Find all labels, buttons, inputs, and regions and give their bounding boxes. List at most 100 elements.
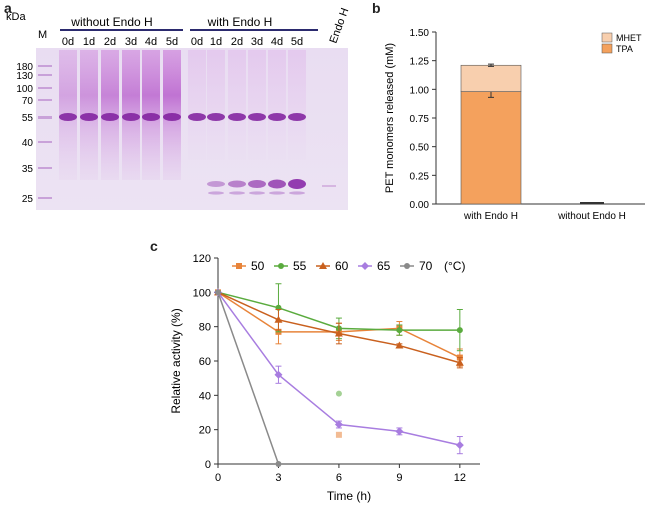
lane-label: 5d — [166, 36, 178, 48]
kda-unit-label: kDa — [6, 11, 26, 23]
b-y-tick-label: 1.50 — [410, 28, 430, 39]
c-point-65 — [455, 441, 464, 450]
endo-h-band — [322, 185, 336, 187]
marker-lane-label: M — [38, 29, 47, 41]
marker-size-label: 35 — [22, 164, 34, 175]
band-27kda — [229, 191, 245, 195]
lane-smear — [268, 50, 286, 160]
panel-b-letter: b — [372, 0, 381, 16]
lane-label: 3d — [251, 36, 263, 48]
c-point-65 — [274, 370, 283, 379]
lane-label: 4d — [145, 36, 157, 48]
c-legend-marker — [361, 262, 369, 270]
marker-size-label: 130 — [16, 71, 33, 82]
c-y-tick-label: 120 — [193, 253, 211, 265]
b-y-tick-label: 1.00 — [410, 85, 430, 96]
c-y-axis-label: Relative activity (%) — [169, 308, 183, 413]
c-legend-label: 65 — [377, 259, 391, 273]
band-30kda — [268, 179, 286, 189]
band-27kda — [289, 191, 305, 195]
lane-label: 1d — [83, 36, 95, 48]
lane-label: 5d — [291, 36, 303, 48]
band-30kda — [288, 179, 306, 189]
b-x-tick-label: without Endo H — [557, 211, 626, 222]
lane-smear — [228, 50, 246, 160]
marker-band — [38, 87, 52, 89]
marker-size-label: 25 — [22, 194, 34, 205]
bar-chart: 0.00 0.25 0.50 0.75 1.00 1.25 1.50 PET monomers… — [384, 28, 645, 222]
c-legend-marker — [278, 263, 284, 269]
panel-a-letter: a — [4, 0, 12, 16]
b-y-tick-label: 0.25 — [410, 171, 430, 182]
band-55kda — [163, 113, 181, 121]
band-30kda — [248, 180, 266, 188]
b-y-tick-label: 0.75 — [410, 114, 430, 125]
lane-smear — [188, 50, 206, 160]
group-with-endo-label: with Endo H — [207, 15, 273, 29]
c-point-60 — [334, 329, 343, 337]
panel-c-letter: c — [150, 238, 158, 254]
band-55kda — [142, 113, 160, 121]
c-legend-marker — [404, 263, 410, 269]
c-y-tick-label: 40 — [199, 390, 211, 402]
c-x-tick-label: 6 — [336, 472, 342, 484]
c-point-55 — [456, 327, 463, 334]
b-y-tick-label: 0.00 — [410, 200, 430, 211]
c-x-tick-label: 12 — [454, 472, 466, 484]
c-x-tick-label: 0 — [215, 472, 221, 484]
marker-size-label: 55 — [22, 113, 34, 124]
b-legend-swatch — [601, 43, 613, 54]
band-27kda — [249, 191, 265, 195]
c-legend-label: 70 — [419, 259, 433, 273]
c-extra-point-50 — [335, 431, 342, 438]
lane-label: 3d — [125, 36, 137, 48]
bar-mhet — [460, 64, 522, 92]
c-series-line-70 — [217, 292, 280, 465]
band-55kda — [101, 113, 119, 121]
lane-label: 4d — [271, 36, 283, 48]
band-55kda — [228, 113, 246, 121]
band-55kda — [248, 113, 266, 121]
lane-label: 2d — [104, 36, 116, 48]
band-55kda — [122, 113, 140, 121]
c-point-60 — [274, 315, 283, 323]
marker-size-label: 180 — [16, 62, 33, 73]
c-y-tick-label: 60 — [199, 356, 211, 368]
b-y-tick-label: 1.25 — [410, 57, 430, 68]
c-point-60 — [455, 358, 464, 366]
lane-smear — [248, 50, 266, 160]
band-55kda — [188, 113, 206, 121]
c-x-tick-label: 3 — [275, 472, 281, 484]
lane-smear — [288, 50, 306, 160]
band-27kda — [269, 191, 285, 195]
c-point-65 — [395, 427, 404, 436]
b-y-axis-label: PET monomers released (mM) — [384, 43, 396, 193]
gel-panel: kDa M without Endo H with Endo H Endo H … — [6, 6, 351, 210]
c-point-60 — [395, 341, 404, 349]
band-55kda — [59, 113, 77, 121]
c-y-tick-label: 0 — [205, 459, 211, 471]
marker-band — [38, 65, 52, 67]
b-y-tick-label: 0.50 — [410, 143, 430, 154]
marker-band — [38, 141, 52, 143]
lane-label: 0d — [62, 36, 74, 48]
c-legend-label: 55 — [293, 259, 307, 273]
band-55kda — [268, 113, 286, 121]
marker-band — [38, 74, 52, 76]
band-55kda — [288, 113, 306, 121]
marker-size-label: 100 — [16, 84, 33, 95]
c-x-axis-label: Time (h) — [327, 489, 371, 503]
c-point-70 — [215, 289, 221, 296]
c-point-65 — [334, 420, 343, 429]
lane-label: 0d — [191, 36, 203, 48]
marker-band — [38, 99, 52, 101]
b-legend-label: TPA — [616, 44, 633, 54]
c-x-tick-label: 9 — [396, 472, 402, 484]
marker-band — [38, 167, 52, 169]
c-legend-label: 50 — [251, 259, 265, 273]
marker-band — [38, 116, 52, 119]
band-55kda — [80, 113, 98, 121]
band-27kda — [208, 191, 224, 195]
c-y-tick-label: 80 — [199, 322, 211, 334]
c-legend-unit: (°C) — [444, 259, 465, 273]
